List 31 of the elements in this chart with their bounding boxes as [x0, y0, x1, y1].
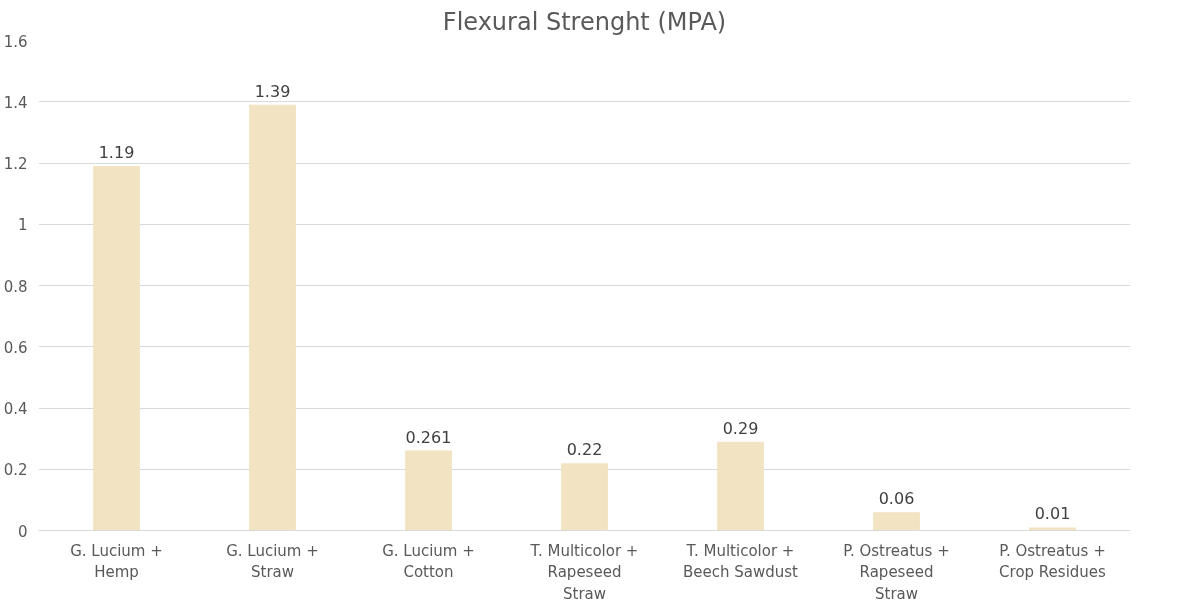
- x-tick-label: G. Lucium + Hemp: [70, 541, 163, 582]
- y-tick-label: 0.4: [3, 400, 28, 418]
- y-tick-label: 0: [17, 522, 28, 541]
- bar: [249, 104, 296, 531]
- y-tick-label: 0.6: [3, 338, 28, 357]
- x-tick-label: P. Ostreatus + Rapeseed Straw: [843, 541, 950, 603]
- x-tick-label: G. Lucium + Straw: [226, 541, 319, 582]
- y-tick-label: 1.4: [3, 93, 28, 112]
- bar: [873, 512, 920, 531]
- y-tick-label: 0.8: [3, 277, 28, 296]
- y-tick-label: 0.2: [3, 461, 28, 480]
- y-tick-label: 1: [17, 216, 28, 235]
- y-tick-label: 1.2: [3, 155, 28, 173]
- bar: [717, 441, 764, 531]
- data-label: 0.261: [405, 427, 452, 447]
- chart-title: Flexural Strenght (MPA): [442, 7, 727, 36]
- data-label: 0.29: [722, 418, 759, 438]
- data-label: 0.06: [878, 489, 915, 509]
- bar: [93, 166, 140, 531]
- data-label: 0.22: [566, 440, 603, 460]
- x-tick-label: T. Multicolor + Beech Sawdust: [683, 541, 799, 582]
- bar: [405, 450, 452, 531]
- x-tick-label: T. Multicolor + Rapeseed Straw: [529, 541, 639, 603]
- x-tick-label: G. Lucium + Cotton: [382, 541, 475, 582]
- bar: [1029, 527, 1076, 531]
- y-tick-label: 1.6: [3, 32, 28, 51]
- bar: [561, 463, 608, 531]
- data-label: 1.39: [254, 81, 291, 101]
- data-label: 0.01: [1034, 504, 1071, 524]
- data-label: 1.19: [98, 143, 135, 163]
- x-tick-label: P. Ostreatus + Crop Residues: [999, 541, 1107, 582]
